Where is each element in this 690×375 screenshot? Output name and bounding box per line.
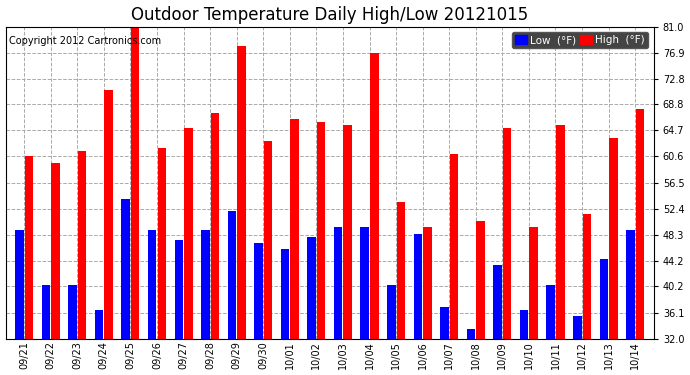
Bar [95, 310, 103, 339]
Bar [201, 230, 210, 339]
Bar [157, 147, 166, 339]
Bar [556, 125, 564, 339]
Bar [476, 221, 485, 339]
Bar [529, 227, 538, 339]
Bar [626, 230, 635, 339]
Bar [68, 285, 77, 339]
Bar [546, 285, 555, 339]
Bar [184, 128, 193, 339]
Bar [609, 138, 618, 339]
Legend: Low  (°F), High  (°F): Low (°F), High (°F) [511, 32, 648, 48]
Bar [237, 46, 246, 339]
Bar [493, 266, 502, 339]
Bar [25, 156, 33, 339]
Bar [51, 164, 60, 339]
Bar [254, 243, 263, 339]
Bar [41, 285, 50, 339]
Bar [78, 151, 86, 339]
Bar [344, 125, 352, 339]
Bar [281, 249, 289, 339]
Bar [290, 119, 299, 339]
Bar [175, 240, 183, 339]
Bar [131, 27, 139, 339]
Bar [503, 128, 511, 339]
Bar [317, 122, 326, 339]
Bar [264, 141, 273, 339]
Bar [397, 202, 405, 339]
Bar [104, 90, 113, 339]
Bar [387, 285, 395, 339]
Bar [370, 53, 379, 339]
Bar [520, 310, 529, 339]
Bar [423, 227, 432, 339]
Bar [228, 211, 236, 339]
Text: Copyright 2012 Cartronics.com: Copyright 2012 Cartronics.com [9, 36, 161, 46]
Bar [334, 227, 342, 339]
Bar [635, 110, 644, 339]
Bar [121, 198, 130, 339]
Bar [413, 234, 422, 339]
Bar [600, 259, 608, 339]
Bar [466, 329, 475, 339]
Bar [450, 154, 458, 339]
Bar [582, 214, 591, 339]
Bar [307, 237, 316, 339]
Bar [15, 230, 23, 339]
Bar [440, 307, 449, 339]
Bar [360, 227, 369, 339]
Title: Outdoor Temperature Daily High/Low 20121015: Outdoor Temperature Daily High/Low 20121… [131, 6, 529, 24]
Bar [148, 230, 157, 339]
Bar [210, 112, 219, 339]
Bar [573, 316, 582, 339]
